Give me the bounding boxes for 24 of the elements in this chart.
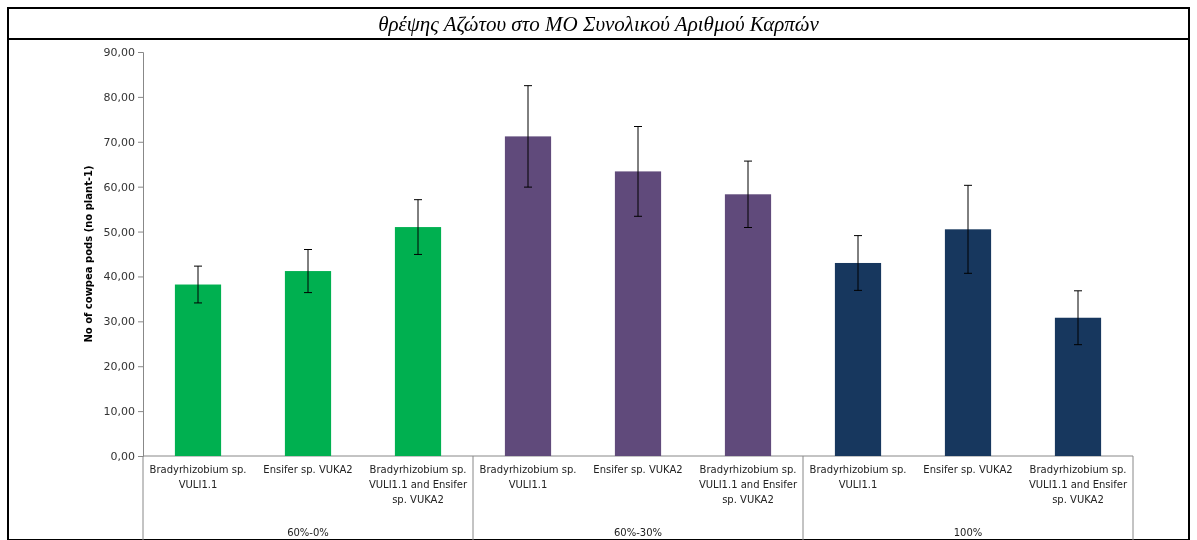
y-tick-label: 50,00 — [103, 225, 135, 239]
y-tick-label: 0,00 — [110, 450, 135, 464]
y-axis-title: No of cowpea pods (no plant-1) — [83, 165, 94, 343]
y-tick-label: 40,00 — [103, 270, 135, 284]
x-tick-label: Ensifer sp. VUKA2 — [593, 464, 683, 475]
y-tick-label: 90,00 — [103, 46, 135, 60]
y-tick-label: 20,00 — [103, 360, 135, 374]
text: 60%-30% — [613, 527, 663, 538]
x-tick-label: Ensifer sp. VUKA2 — [923, 464, 1013, 475]
y-tick-label: 60,00 — [103, 180, 135, 194]
x-tick-label: Bradyrhizobium sp. VULI1.1 — [809, 464, 907, 490]
y-tick-label: 70,00 — [103, 135, 135, 149]
text: 60%-0% — [287, 527, 329, 538]
x-tick-label: Bradyrhizobium sp. VULI1.1 — [149, 464, 247, 490]
x-tick-label: Bradyrhizobium sp. VULI1.1 and Ensifer sp. VUKA2 — [1028, 464, 1128, 505]
x-tick-label: Bradyrhizobium sp. VULI1.1 — [479, 464, 577, 490]
x-tick-label: Ensifer sp. VUKA2 — [263, 464, 353, 475]
chart-title: θρέψης Αζώτου στο ΜΟ Συνολικού Αριθμού Καρπών — [378, 12, 820, 36]
y-tick-label: 80,00 — [103, 90, 135, 104]
x-tick-label: Bradyrhizobium sp. VULI1.1 and Ensifer sp. VUKA2 — [368, 464, 468, 505]
y-tick-label: 30,00 — [103, 315, 135, 329]
y-tick-label: 10,00 — [103, 405, 135, 419]
x-tick-label: Bradyrhizobium sp. VULI1.1 and Ensifer sp. VUKA2 — [698, 464, 798, 505]
text: 100% — [953, 527, 983, 538]
